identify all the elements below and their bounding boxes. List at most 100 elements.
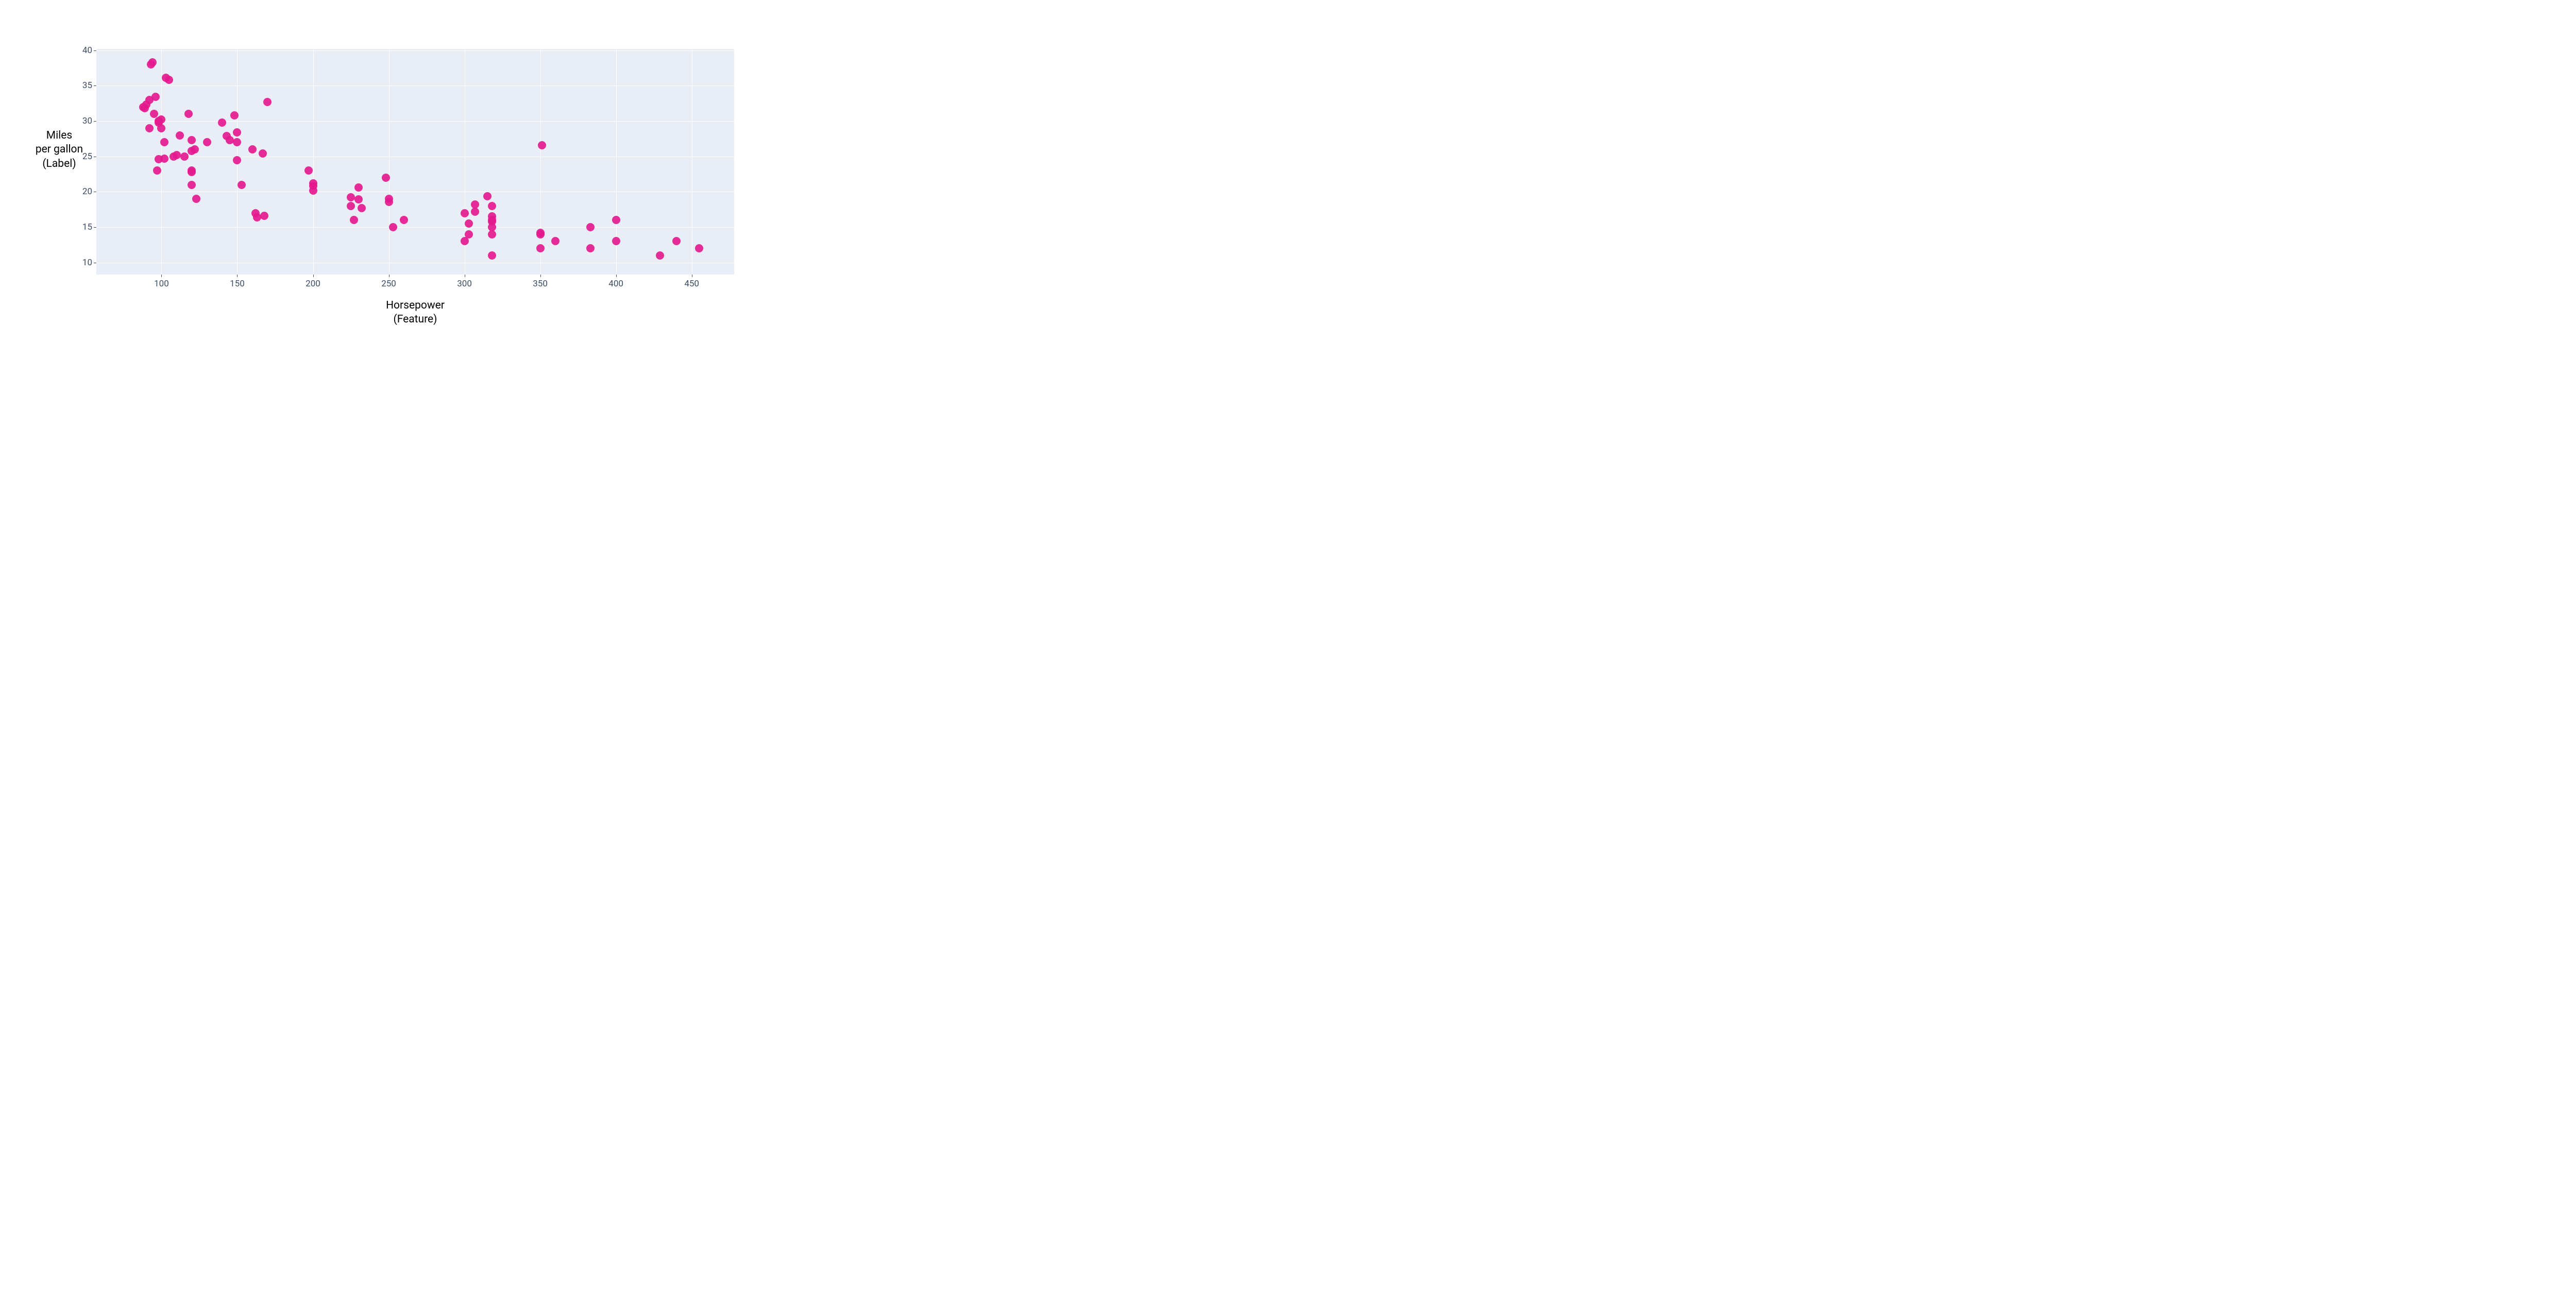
data-point <box>226 136 234 144</box>
data-point <box>253 213 261 221</box>
data-point <box>389 223 397 231</box>
y-tickmark <box>94 121 96 122</box>
data-point <box>148 58 157 66</box>
data-point <box>188 168 196 176</box>
x-tick-label: 200 <box>306 279 320 289</box>
y-tick-label: 20 <box>82 186 92 197</box>
data-point <box>233 128 241 136</box>
data-point <box>263 98 272 106</box>
data-point <box>304 166 313 175</box>
x-tick-label: 300 <box>457 279 472 289</box>
data-point <box>586 223 595 231</box>
x-tick-label: 450 <box>684 279 699 289</box>
xlabel-line1: Horsepower <box>386 299 445 312</box>
data-point <box>465 219 473 228</box>
x-tick-label: 400 <box>608 279 623 289</box>
data-point <box>176 131 184 140</box>
data-point <box>165 76 173 84</box>
data-point <box>358 204 366 212</box>
data-point <box>350 216 358 224</box>
data-point <box>483 192 492 200</box>
data-point <box>465 230 473 238</box>
data-point <box>230 111 239 119</box>
data-point <box>461 237 469 245</box>
data-point <box>488 230 496 238</box>
data-point <box>488 251 496 260</box>
x-tick-label: 350 <box>533 279 548 289</box>
data-point <box>672 237 681 245</box>
y-axis-label: Miles per gallon (Label) <box>26 129 93 171</box>
data-point <box>347 202 355 210</box>
data-point <box>354 195 363 203</box>
y-tickmark <box>94 227 96 228</box>
data-point <box>471 208 479 216</box>
data-point <box>259 149 267 158</box>
data-point <box>157 124 165 132</box>
x-tickmark <box>237 275 238 277</box>
data-point <box>233 138 241 146</box>
data-point <box>188 181 196 189</box>
y-tickmark <box>94 50 96 51</box>
data-point <box>260 212 268 220</box>
y-tick-label: 30 <box>82 116 92 126</box>
ylabel-line2: per gallon <box>36 143 83 156</box>
data-point <box>309 186 317 195</box>
data-point <box>157 115 165 124</box>
x-tickmark <box>313 275 314 277</box>
data-point <box>248 145 257 153</box>
data-point <box>180 152 189 161</box>
ylabel-line3: (Label) <box>42 158 76 170</box>
data-point <box>151 93 160 101</box>
data-point <box>471 200 479 209</box>
data-point <box>191 145 199 153</box>
gridline-v <box>540 49 541 275</box>
data-point <box>188 136 196 144</box>
data-point <box>192 195 200 203</box>
y-tick-label: 15 <box>82 222 92 232</box>
data-point <box>382 174 390 182</box>
data-point <box>347 193 355 201</box>
x-tick-label: 100 <box>154 279 169 289</box>
y-tick-label: 25 <box>82 151 92 162</box>
data-point <box>536 229 545 237</box>
data-point <box>695 244 703 252</box>
gridline-h <box>96 50 734 51</box>
data-point <box>203 138 211 146</box>
x-tickmark <box>161 275 162 277</box>
y-tick-label: 35 <box>82 80 92 91</box>
x-tick-label: 250 <box>381 279 396 289</box>
data-point <box>586 244 595 252</box>
xlabel-line2: (Feature) <box>394 313 437 326</box>
y-tick-label: 40 <box>82 45 92 56</box>
ylabel-line1: Miles <box>46 129 73 142</box>
x-axis-label: Horsepower (Feature) <box>96 299 734 327</box>
gridline-v <box>313 49 314 275</box>
data-point <box>233 156 241 164</box>
scatter-plot-area: 10152025303540100150200250300350400450 <box>96 49 734 275</box>
data-point <box>612 216 620 224</box>
data-point <box>385 198 393 206</box>
data-point <box>551 237 560 245</box>
data-point <box>656 251 664 260</box>
data-point <box>184 110 193 118</box>
data-point <box>160 155 168 163</box>
data-point <box>160 138 168 146</box>
data-point <box>612 237 620 245</box>
data-point <box>153 166 161 175</box>
x-tickmark <box>616 275 617 277</box>
data-point <box>488 202 496 210</box>
data-point <box>145 124 154 132</box>
data-point <box>354 183 363 192</box>
data-point <box>238 181 246 189</box>
x-tick-label: 150 <box>230 279 245 289</box>
data-point <box>218 118 226 127</box>
y-tick-label: 10 <box>82 258 92 268</box>
data-point <box>488 212 496 220</box>
figure: Miles per gallon (Label) 101520253035401… <box>0 0 778 372</box>
gridline-h <box>96 227 734 228</box>
data-point <box>173 151 181 159</box>
data-point <box>400 216 408 224</box>
x-tickmark <box>540 275 541 277</box>
data-point <box>536 244 545 252</box>
data-point <box>538 141 546 149</box>
